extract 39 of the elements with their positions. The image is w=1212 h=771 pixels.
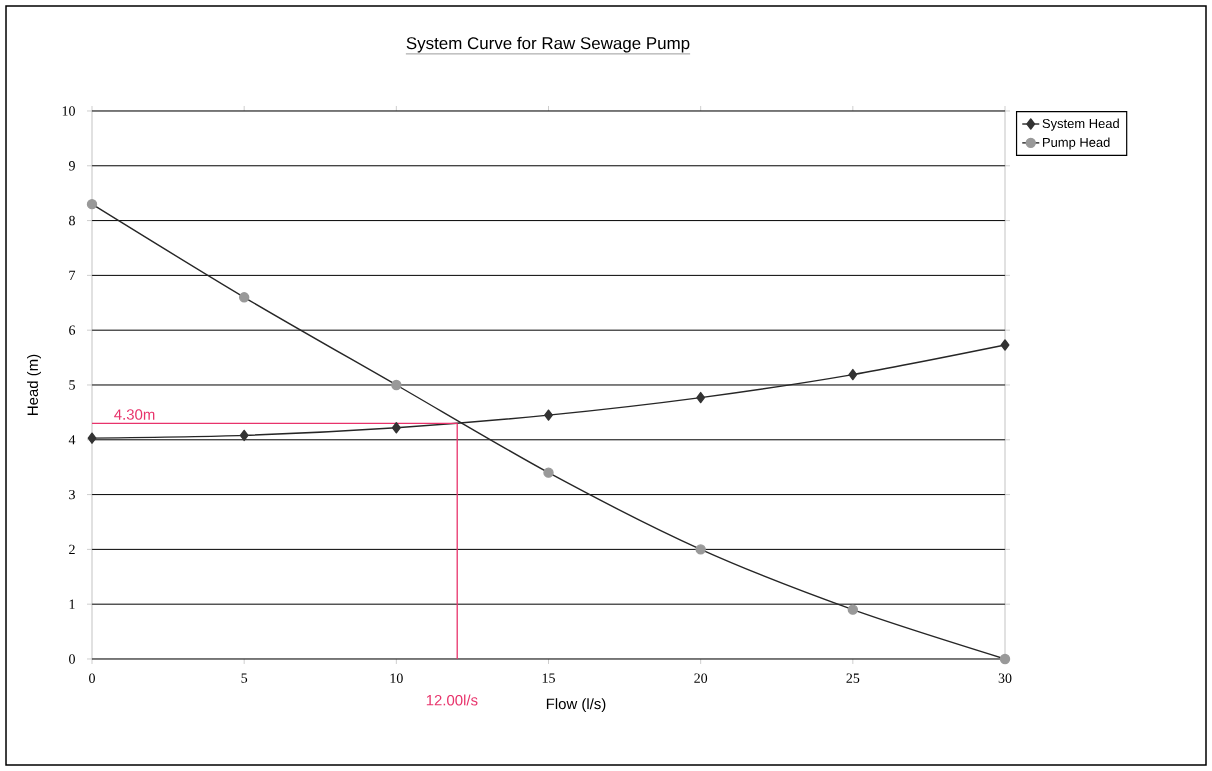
ref-line-label: 4.30m — [114, 409, 155, 420]
point — [391, 379, 402, 391]
y-tick-label: 8 — [69, 215, 75, 226]
point — [999, 653, 1011, 665]
point — [847, 604, 859, 615]
y-tick-label: 1 — [69, 599, 75, 609]
point — [848, 368, 858, 381]
y-tick-label: 7 — [69, 270, 76, 280]
y-tick-label: 2 — [69, 544, 75, 554]
ref-line-label: 12.00l/s — [426, 694, 478, 706]
point — [696, 391, 706, 404]
point — [86, 198, 98, 210]
x-tick-label: 25 — [846, 673, 860, 683]
x-axis-title: Flow (l/s) — [546, 698, 606, 713]
point — [87, 432, 97, 444]
x-tick-label: 0 — [89, 673, 95, 683]
y-tick-label: 9 — [68, 161, 75, 171]
x-tick-label: 10 — [390, 673, 403, 683]
x-tick-label: 15 — [542, 673, 555, 683]
point — [238, 292, 250, 303]
point — [544, 409, 553, 421]
x-tick-label: 30 — [998, 673, 1012, 683]
x-tick-label: 5 — [241, 673, 248, 683]
y-tick-label: 4 — [68, 435, 76, 445]
legend-label: Pump Head — [1043, 137, 1110, 150]
y-tick-label: 5 — [69, 380, 75, 390]
y-tick-label: 10 — [62, 106, 75, 116]
chart-title: System Curve for Raw Sewage Pump — [406, 36, 690, 53]
y-axis-title: Head (m) — [27, 354, 41, 415]
point — [543, 467, 554, 478]
y-tick-label: 0 — [69, 654, 75, 664]
point — [695, 544, 706, 555]
y-tick-label: 3 — [69, 489, 75, 500]
legend-label: System Head — [1042, 118, 1119, 131]
x-tick-label: 20 — [694, 673, 708, 683]
point — [391, 422, 401, 434]
point — [239, 429, 249, 442]
y-tick-label: 6 — [69, 325, 76, 335]
point — [1000, 339, 1010, 351]
